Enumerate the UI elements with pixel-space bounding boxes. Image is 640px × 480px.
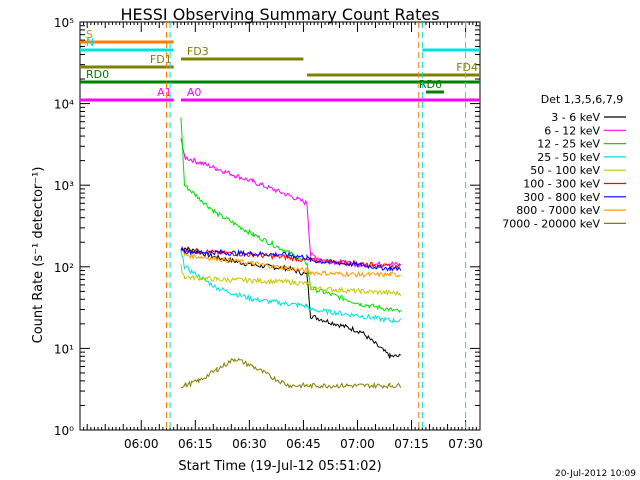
legend-label: 25 - 50 keV [537,151,600,164]
legend-label: 800 - 7000 keV [516,204,600,217]
series-line [180,117,402,314]
chart-title: HESSI Observing Summary Count Rates [120,5,439,24]
x-tick-label: 06:45 [286,437,321,451]
x-tick-label: 06:15 [178,437,213,451]
series-line [180,245,402,272]
x-axis-label: Start Time (19-Jul-12 05:51:02) [178,459,381,474]
y-tick-label: 10⁰ [54,424,74,438]
x-tick-label: 07:15 [394,437,429,451]
y-axis-label: Count Rate (s⁻¹ detector⁻¹) [31,167,46,344]
y-tick-label: 10⁴ [54,98,74,112]
x-tick-label: 06:30 [232,437,267,451]
legend-title: Det 1,3,5,6,7,9 [541,93,624,106]
footer-date: 20-Jul-2012 10:09 [555,469,636,479]
series-line [180,357,402,390]
legend-label: 12 - 25 keV [537,138,600,151]
y-tick-label: 10³ [54,179,74,193]
state-bar-label: FD3 [187,45,209,58]
legend-label: 300 - 800 keV [523,191,600,204]
state-bar-label: RD0 [86,68,109,81]
x-tick-label: 06:00 [124,437,159,451]
legend-label: 100 - 300 keV [523,178,600,191]
series-line [180,138,402,269]
series-line [180,246,401,359]
state-bar-label: A0 [187,86,202,99]
series-line [180,250,402,279]
y-tick-label: 10⁵ [54,16,74,30]
state-bar-label: FD1 [150,53,172,66]
state-bar-label: RD6 [419,78,442,91]
y-tick-label: 10² [54,261,74,275]
x-tick-label: 07:00 [340,437,375,451]
series-line [180,251,402,324]
legend-label: 50 - 100 keV [530,164,600,177]
y-tick-label: 10¹ [54,342,74,356]
series-line [180,264,402,297]
legend-label: 3 - 6 keV [551,111,600,124]
plot-frame [79,21,481,431]
state-bar-label: A1 [157,86,172,99]
state-bar-label: FD4 [456,61,478,74]
plot-area: 10⁰ 10¹ 10² 10³ 10⁴ 10⁵ 06:00 06:15 06:30 06:45 07… [54,16,626,451]
state-bar-label: S [86,28,93,41]
state-bar-label: N [86,36,94,49]
legend-label: 6 - 12 keV [544,124,600,137]
x-tick-label: 07:30 [448,437,483,451]
legend-label: 7000 - 20000 keV [502,217,600,230]
series-line [180,246,401,271]
